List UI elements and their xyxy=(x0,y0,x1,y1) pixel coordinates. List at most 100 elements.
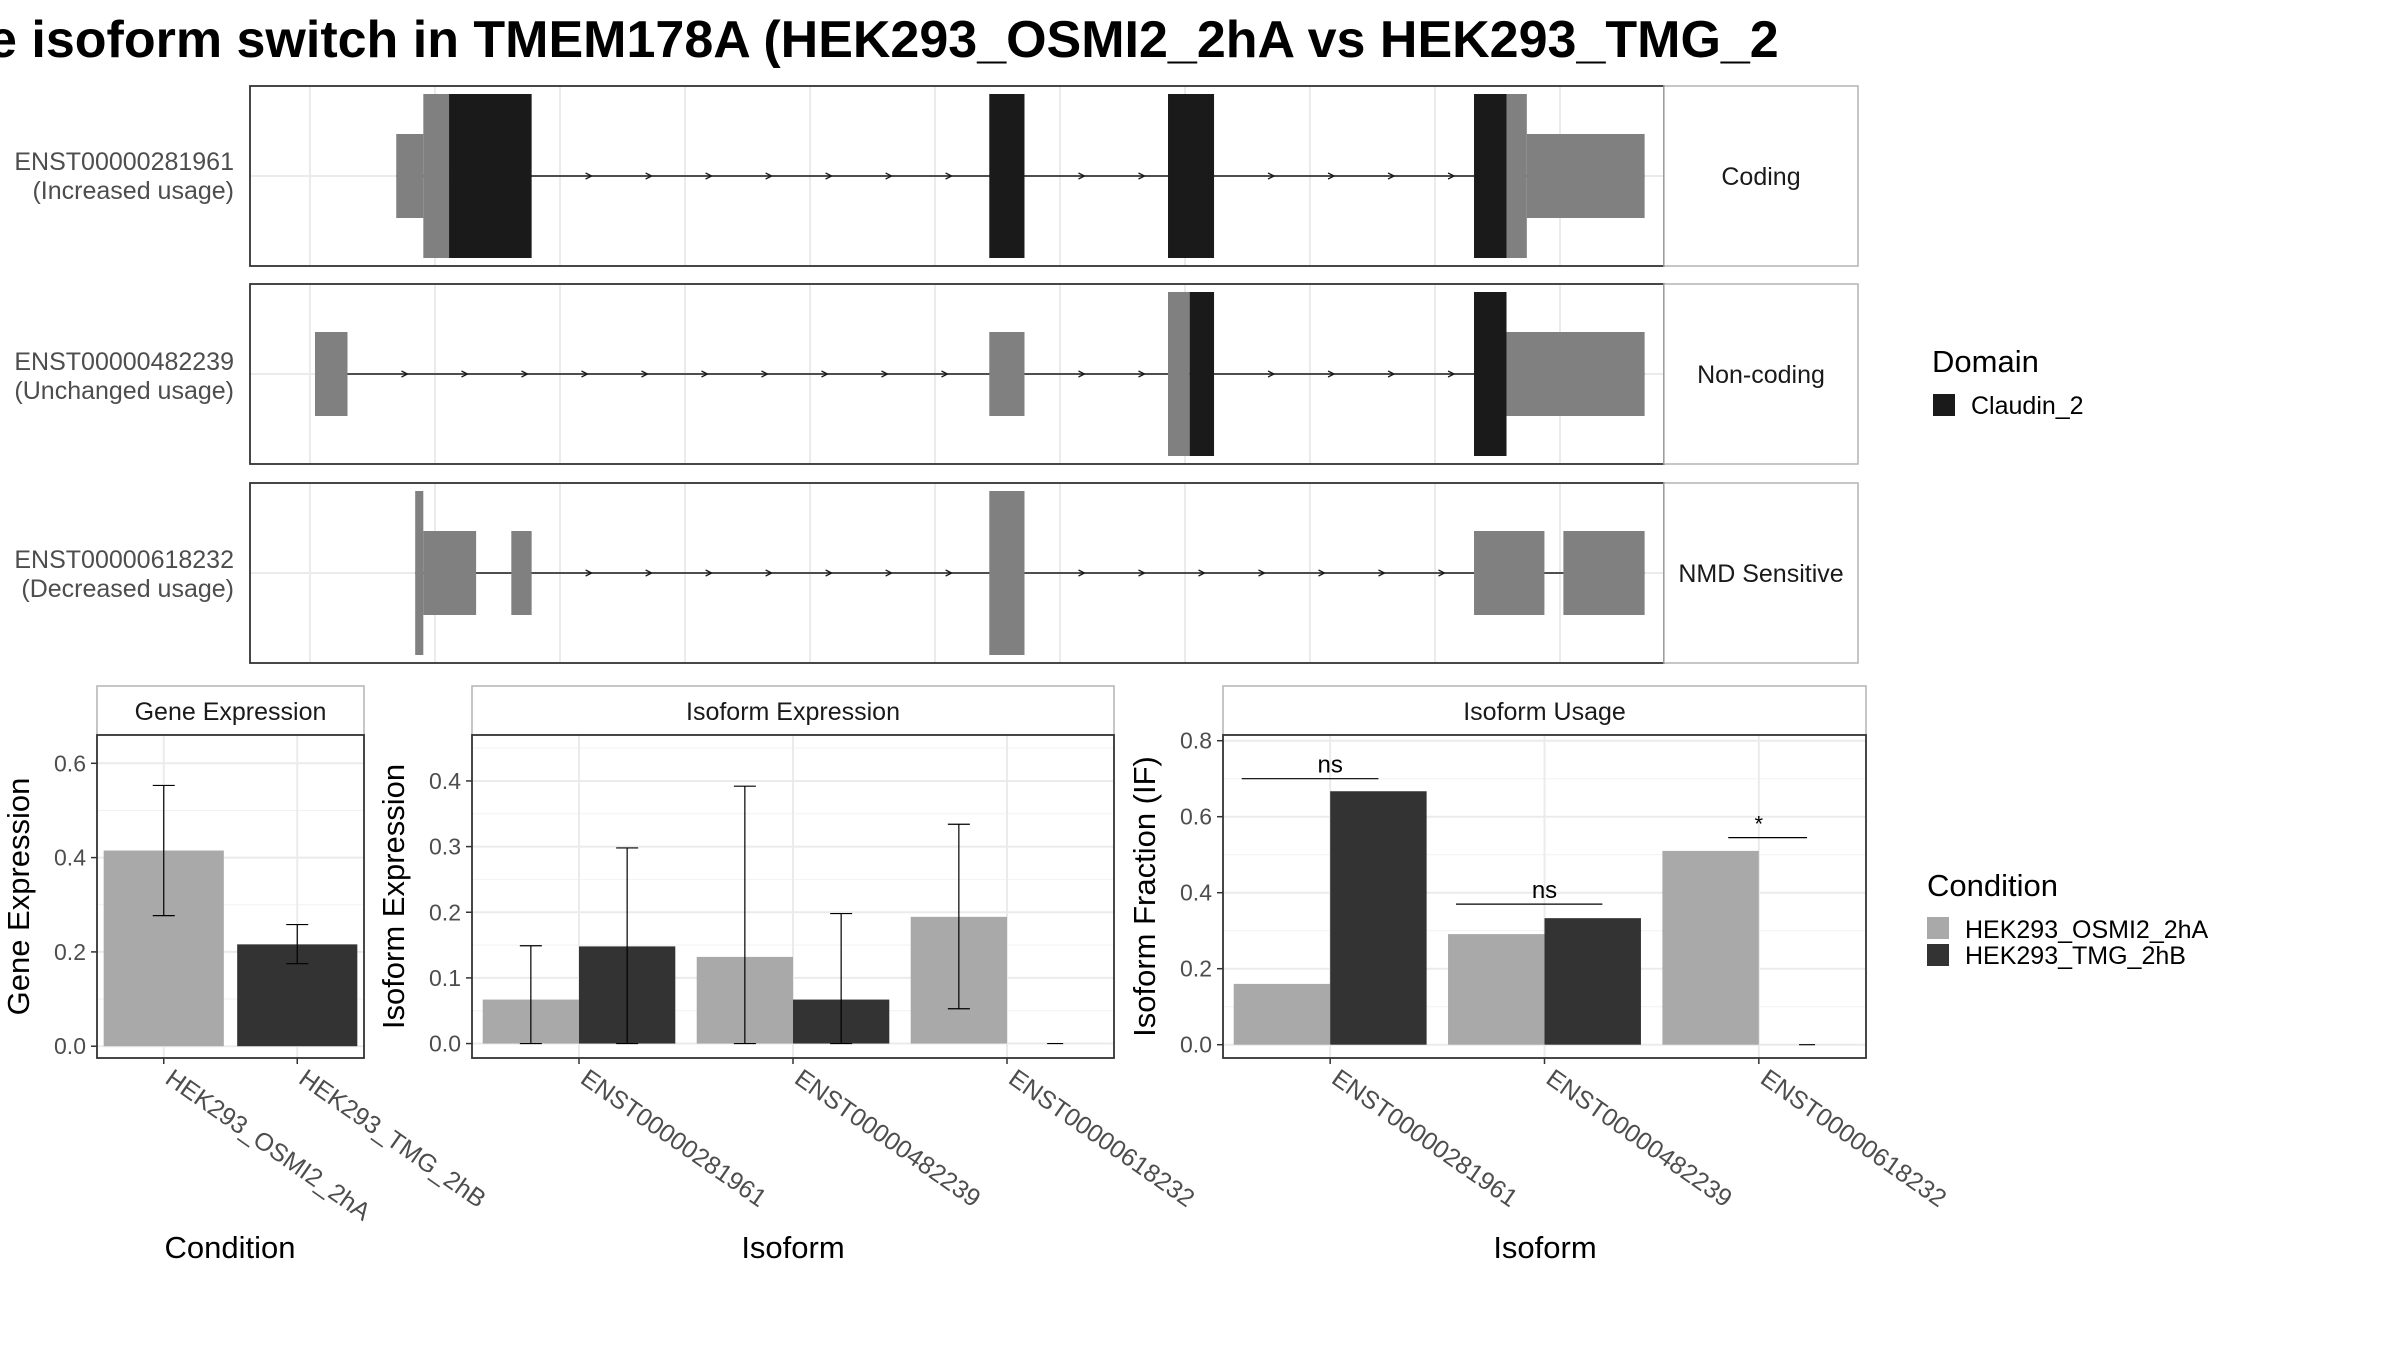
x-tick-label: ENST00000482239 xyxy=(790,1064,986,1213)
intron-arrow xyxy=(641,370,649,378)
track-2: ENST00000482239 (Unchanged usage) Non-co… xyxy=(14,283,1859,465)
panel-strip xyxy=(471,685,1115,736)
exon-utr xyxy=(1474,531,1545,615)
y-tick-label: 0.0 xyxy=(1180,1032,1212,1058)
y-tick-label: 0.3 xyxy=(429,834,461,860)
y-tick-label: 0.6 xyxy=(1180,804,1212,830)
track-1-usage-label: (Increased usage) xyxy=(32,177,234,205)
intron-arrow xyxy=(581,370,589,378)
exon-claudin-domain xyxy=(989,94,1025,258)
y-tick-label: 0.2 xyxy=(1180,956,1212,982)
track-3-usage-label: (Decreased usage) xyxy=(21,575,234,603)
intron-arrow xyxy=(1378,569,1386,577)
exon-coding xyxy=(415,491,424,655)
exon-utr xyxy=(1506,332,1645,416)
intron-arrow xyxy=(645,569,654,577)
significance-label: ns xyxy=(1532,877,1557,904)
exon-claudin-domain xyxy=(1474,94,1507,258)
exon-claudin-domain xyxy=(1474,292,1507,456)
y-tick-label: 0.1 xyxy=(429,965,461,991)
y-axis-title: Isoform Expression xyxy=(376,764,411,1029)
domain-legend-title: Domain xyxy=(1932,344,2039,379)
x-tick-label: ENST00000281961 xyxy=(576,1064,772,1213)
y-tick-label: 0.2 xyxy=(54,939,86,965)
y-tick-label: 0.0 xyxy=(54,1033,86,1059)
x-axis-title: Isoform xyxy=(1493,1230,1596,1265)
intron-arrow xyxy=(1138,370,1146,378)
intron-arrow xyxy=(1387,172,1396,180)
exon-utr xyxy=(423,531,477,615)
intron-arrow xyxy=(821,370,829,378)
y-axis-title: Gene Expression xyxy=(1,778,36,1016)
intron-arrow xyxy=(1387,370,1396,378)
x-axis-title: Condition xyxy=(165,1230,296,1265)
intron-arrow xyxy=(1078,569,1086,577)
y-tick-label: 0.4 xyxy=(429,768,461,794)
domain-legend: Domain Claudin_2 xyxy=(1932,344,2084,420)
intron-arrow xyxy=(705,172,714,180)
plot-border xyxy=(96,734,365,1059)
transcript-structure-panels: ENST00000281961 (Increased usage) Coding… xyxy=(14,85,1859,664)
track-3-category-strip xyxy=(1663,482,1859,664)
intron-arrow xyxy=(461,370,469,378)
condition-legend-key-b xyxy=(1927,944,1949,966)
intron-arrow xyxy=(1078,370,1086,378)
y-tick-label: 0.6 xyxy=(54,750,86,776)
track-2-category-strip xyxy=(1663,283,1859,465)
track-2-usage-label: (Unchanged usage) xyxy=(14,377,234,405)
panel-strip xyxy=(96,685,365,736)
y-tick-label: 0.4 xyxy=(1180,880,1212,906)
track-2-exons xyxy=(314,292,1645,456)
y-tick-label: 0.4 xyxy=(54,845,86,871)
intron-arrow xyxy=(765,172,774,180)
intron-arrow xyxy=(585,172,594,180)
significance-label: * xyxy=(1755,812,1764,837)
panel-strip-label: Isoform Expression xyxy=(686,698,900,726)
intron-arrow xyxy=(881,370,889,378)
x-tick-label: ENST00000618232 xyxy=(1004,1064,1200,1213)
intron-arrow xyxy=(1438,569,1446,577)
track-1-category-label: Coding xyxy=(1721,163,1800,191)
condition-legend-label-b: HEK293_TMG_2hB xyxy=(1965,942,2186,970)
track-1-transcript-id: ENST00000281961 xyxy=(14,148,234,176)
intron-arrow xyxy=(1138,569,1146,577)
exon-coding xyxy=(1506,94,1527,258)
intron-arrow xyxy=(945,172,954,180)
exon-utr xyxy=(314,332,348,416)
chart-panel-2: Isoform Expression 0.0 0.1 0.2 0.3 0.4 ENST000… xyxy=(376,685,1200,1265)
x-axis-title: Isoform xyxy=(741,1230,844,1265)
intron-arrow xyxy=(1267,370,1276,378)
intron-arrow xyxy=(1267,172,1276,180)
intron-arrow xyxy=(885,172,894,180)
track-3: ENST00000618232 (Decreased usage) NMD Se… xyxy=(14,482,1859,664)
intron-arrow xyxy=(1138,172,1146,180)
intron-arrow xyxy=(1198,569,1206,577)
condition-legend-key-a xyxy=(1927,917,1949,939)
track-3-transcript-id: ENST00000618232 xyxy=(14,546,234,574)
domain-legend-label-claudin: Claudin_2 xyxy=(1971,392,2084,420)
y-tick-label: 0.2 xyxy=(429,899,461,925)
figure-title: e isoform switch in TMEM178A (HEK293_OSM… xyxy=(0,11,1779,69)
bar xyxy=(1662,850,1759,1045)
intron-arrow xyxy=(945,569,954,577)
intron-arrow xyxy=(645,172,654,180)
significance-label: ns xyxy=(1317,752,1342,779)
bar-charts: Gene Expression0.00.20.40.6HEK293_OSMI2_… xyxy=(1,685,1951,1265)
intron-arrow xyxy=(765,569,774,577)
exon-claudin-domain xyxy=(1189,292,1215,456)
bar xyxy=(1448,934,1545,1045)
intron-arrow xyxy=(1447,172,1456,180)
exon-utr xyxy=(1526,134,1645,218)
intron-arrow xyxy=(1327,172,1336,180)
intron-arrow xyxy=(885,569,894,577)
exon-coding xyxy=(989,491,1025,655)
intron-arrow xyxy=(401,370,409,378)
exon-claudin-domain xyxy=(1168,94,1215,258)
exon-coding xyxy=(423,94,450,258)
condition-legend-title: Condition xyxy=(1927,868,2058,903)
intron-arrow xyxy=(521,370,529,378)
x-tick-label: ENST00000281961 xyxy=(1327,1064,1523,1213)
exon-utr xyxy=(989,332,1025,416)
intron-arrow xyxy=(825,569,834,577)
